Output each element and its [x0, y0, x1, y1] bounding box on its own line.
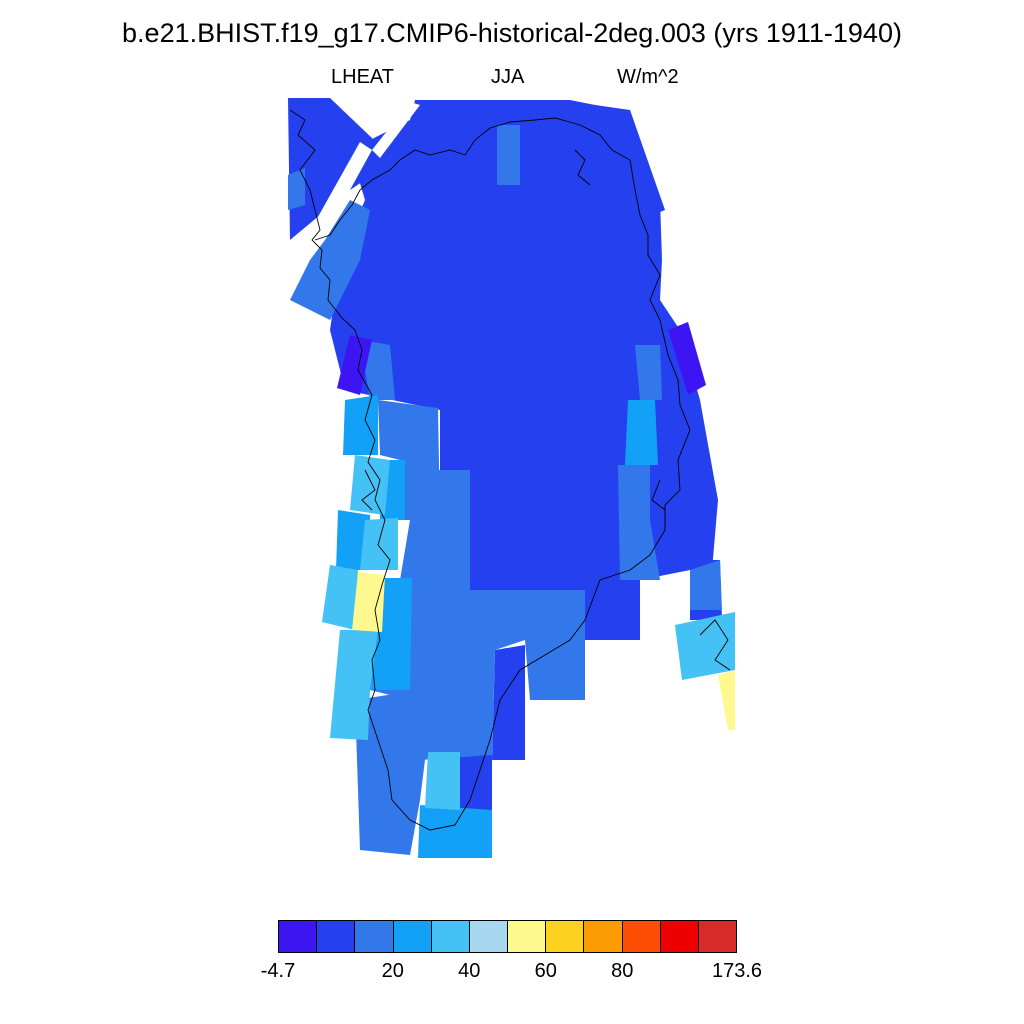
colorbar-tick-label: 40: [458, 960, 481, 982]
gap-nw-1: [305, 142, 372, 248]
colorbar-swatch: [508, 921, 547, 952]
cell-top-strip: [497, 125, 520, 185]
cell-w-sky-1: [343, 395, 378, 455]
cell-e-yellow: [718, 670, 735, 730]
cell-w-cyan-2: [360, 518, 398, 570]
gap-nw-2: [372, 102, 420, 158]
coastline-path: [289, 109, 691, 831]
colorbar-swatch: [469, 921, 509, 952]
map-gaps: [305, 102, 420, 248]
colorbar-swatch: [584, 921, 623, 952]
cell-sw-interior: [370, 470, 585, 760]
colorbar: [278, 920, 737, 953]
cell-w-yellow: [352, 572, 385, 632]
cell-s-sky: [418, 805, 492, 858]
cell-s-coast: [355, 690, 425, 855]
colorbar-swatch: [546, 921, 585, 952]
cell-nw: [288, 98, 395, 240]
variable-label: LHEAT: [331, 66, 394, 88]
colorbar-tick-label: 80: [611, 960, 634, 982]
colorbar-tick-label: 20: [381, 960, 404, 982]
colorbar-swatch: [698, 921, 737, 952]
coastline-w-detail: [361, 469, 376, 511]
cell-s-cyan: [425, 752, 460, 810]
colorbar-tick-label: -4.7: [260, 960, 296, 982]
colorbar-swatch: [660, 921, 699, 952]
units-label: W/m^2: [617, 66, 679, 88]
cell-se-dark: [492, 645, 525, 760]
colorbar-swatch: [279, 921, 318, 952]
cell-e-violet: [668, 322, 706, 395]
field-cells-medium: [288, 125, 722, 855]
colorbar-tick-label: 60: [534, 960, 557, 982]
field-cells-yellow: [352, 572, 735, 730]
plot-title: b.e21.BHIST.f19_g17.CMIP6-historical-2de…: [122, 18, 902, 48]
cell-e-coast-2: [618, 465, 660, 580]
colorbar-swatch: [393, 921, 432, 952]
coastline-inlet-3: [699, 619, 731, 671]
colorbar-swatch: [355, 921, 394, 952]
cell-ne: [560, 100, 665, 220]
cell-e-sky-1: [625, 400, 658, 465]
field-cells-cyan: [322, 455, 735, 810]
coastline-inlet-2: [651, 479, 666, 511]
coastline: [289, 109, 731, 831]
cell-w-coast-2: [360, 340, 395, 400]
cell-se-strip: [690, 560, 722, 610]
cell-se-cyan: [675, 612, 735, 680]
cell-w-cyan-4: [330, 630, 378, 740]
field-cells-light: [336, 395, 658, 858]
colorbar-tick-label: 173.6: [711, 960, 763, 982]
cell-e-coast-1: [635, 345, 662, 400]
cell-nw-left: [288, 168, 305, 210]
colorbar-swatch: [431, 921, 470, 952]
colorbar-swatch: [622, 921, 661, 952]
cell-w-cyan-1: [350, 455, 390, 515]
coastline-inlet-1: [574, 149, 591, 186]
cell-w-coast-1: [290, 200, 370, 320]
season-label: JJA: [491, 66, 525, 88]
colorbar-swatch: [317, 921, 356, 952]
cell-w-cyan-3: [322, 565, 358, 630]
